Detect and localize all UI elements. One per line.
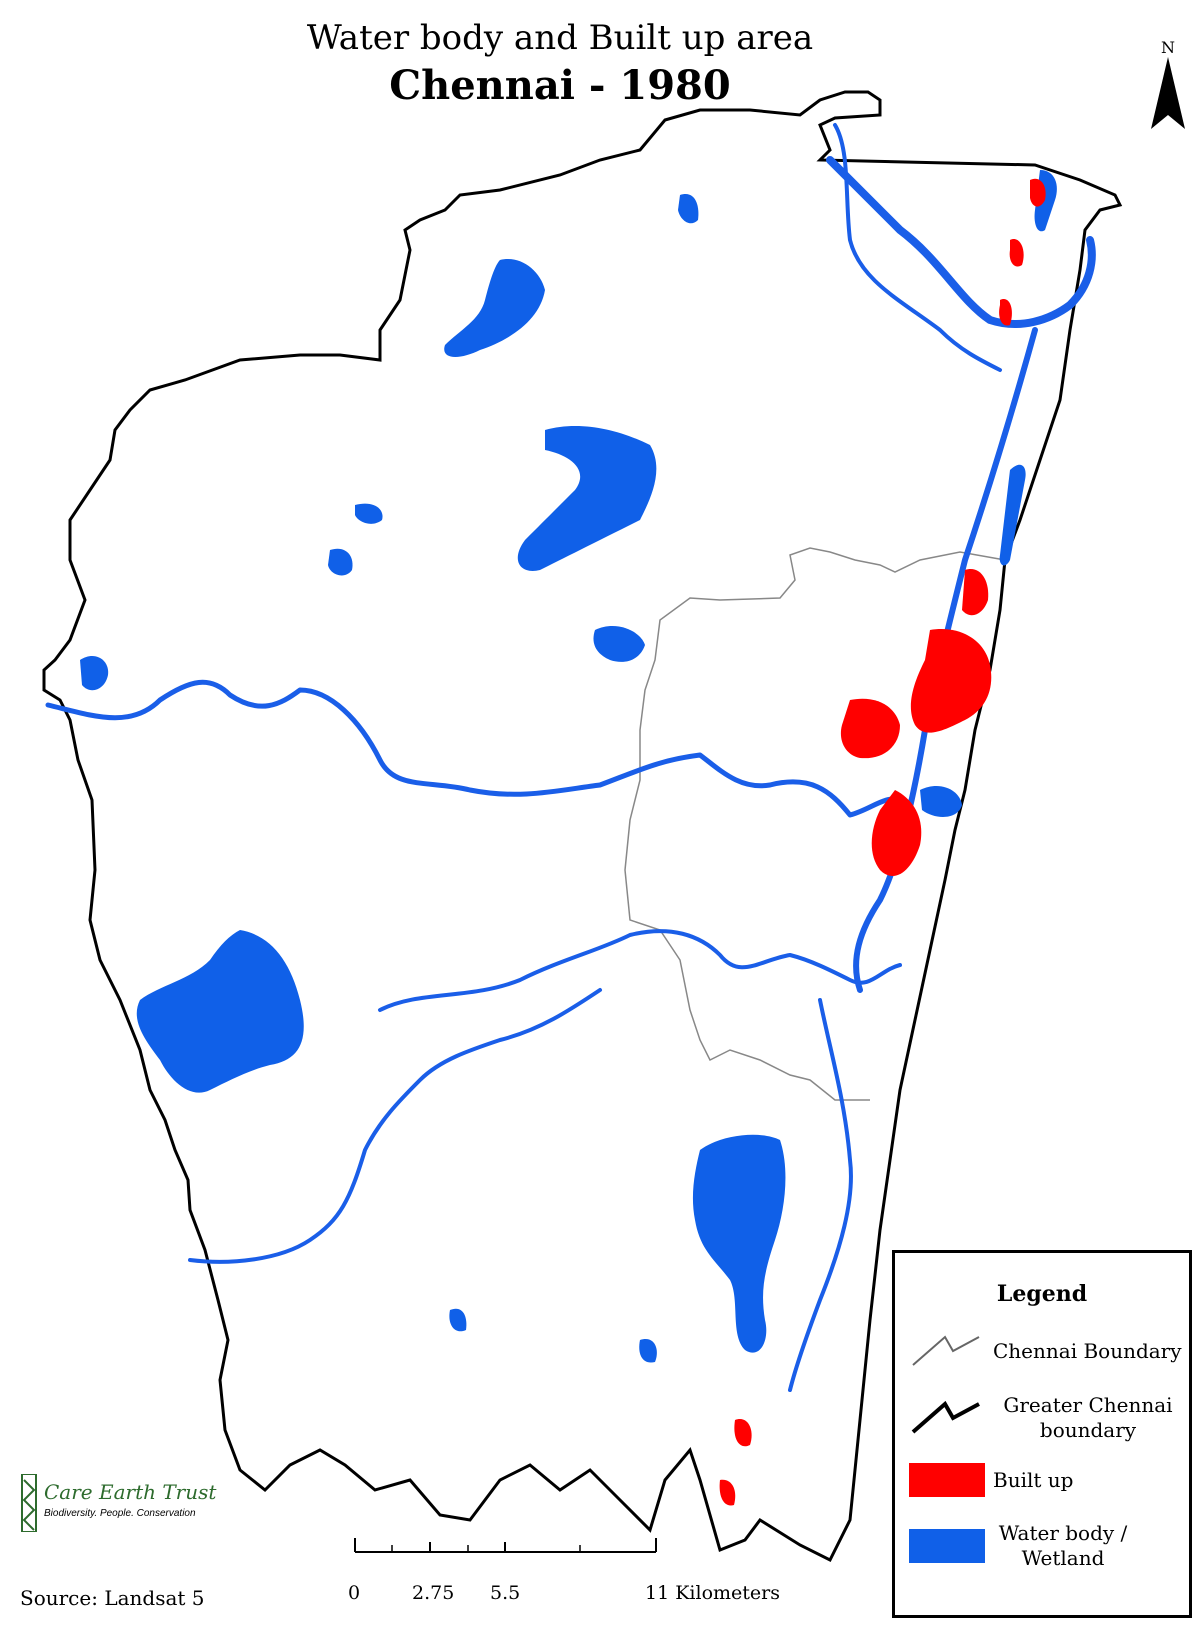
north-label: N bbox=[1161, 38, 1175, 57]
lake-small-1 bbox=[593, 625, 645, 662]
chennai-boundary bbox=[624, 547, 1006, 1101]
map-title: Water body and Built up area bbox=[306, 18, 814, 58]
built-up-swatch bbox=[909, 1463, 985, 1497]
lake-small-6 bbox=[678, 194, 699, 224]
lake-puzhal bbox=[517, 425, 657, 571]
legend-item-greater-chennai-boundary: Greater Chennai boundary bbox=[909, 1393, 1183, 1443]
legend-label: Greater Chennai boundary bbox=[1003, 1393, 1173, 1442]
logo-tagline: Biodiversity. People. Conservation bbox=[44, 1508, 196, 1519]
legend-box: Legend Chennai Boundary Greater Chennai … bbox=[892, 1250, 1192, 1618]
thin-line-icon bbox=[912, 1335, 980, 1366]
builtup-central bbox=[910, 629, 992, 733]
scale-bar-line bbox=[354, 1538, 657, 1553]
river-middle bbox=[378, 929, 902, 1012]
map-subtitle: Chennai - 1980 bbox=[389, 62, 731, 109]
scale-bar: 0 2.75 5.5 11 Kilometers bbox=[340, 1520, 840, 1604]
lake-chembarambakkam bbox=[136, 930, 304, 1093]
lake-small-4 bbox=[920, 785, 962, 817]
scale-tick-label: 11 Kilometers bbox=[645, 1582, 780, 1604]
logo-emblem-icon bbox=[21, 1474, 37, 1532]
lake-small-8 bbox=[639, 1339, 657, 1363]
lake-small-7 bbox=[449, 1308, 467, 1332]
logo-name: Care Earth Trust bbox=[44, 1480, 217, 1504]
lake-cholavaram bbox=[444, 259, 545, 357]
scale-tick-label: 5.5 bbox=[490, 1582, 521, 1604]
scale-tick-label: 0 bbox=[348, 1582, 361, 1604]
source-note: Source: Landsat 5 bbox=[20, 1586, 205, 1610]
lake-small-5 bbox=[355, 503, 383, 524]
river-north bbox=[45, 679, 903, 818]
canal-southeast bbox=[788, 998, 853, 1392]
river-kosasthalaiyar bbox=[826, 156, 1096, 329]
legend-label: Built up bbox=[993, 1467, 1074, 1492]
builtup-central-2 bbox=[840, 698, 900, 759]
lake-coastal-strip bbox=[999, 464, 1026, 566]
builtup-south-2 bbox=[719, 1479, 736, 1506]
builtup-south-central bbox=[871, 790, 922, 876]
legend-item-chennai-boundary: Chennai Boundary bbox=[909, 1331, 1182, 1371]
builtup-north-1 bbox=[1030, 178, 1046, 207]
thick-line-icon bbox=[911, 1400, 980, 1434]
lake-south-marsh bbox=[692, 1134, 786, 1353]
legend-label: Water body / Wetland bbox=[998, 1521, 1128, 1570]
legend-heading: Legend bbox=[996, 1281, 1088, 1307]
builtup-coast-1 bbox=[962, 569, 989, 616]
river-south bbox=[188, 988, 602, 1264]
legend-label: Chennai Boundary bbox=[993, 1338, 1182, 1363]
scale-tick-label: 2.75 bbox=[412, 1582, 455, 1604]
north-arrow-icon bbox=[1151, 57, 1185, 129]
water-body-swatch bbox=[909, 1529, 985, 1563]
legend-item-water-body: Water body / Wetland bbox=[909, 1521, 1133, 1571]
builtup-north-2 bbox=[1009, 239, 1024, 267]
builtup-south-1 bbox=[734, 1419, 752, 1447]
north-arrow: N bbox=[1148, 38, 1188, 133]
builtup-north-3 bbox=[999, 299, 1012, 326]
canal-east bbox=[833, 123, 1002, 372]
lake-small-2 bbox=[80, 655, 109, 691]
legend-item-built-up: Built up bbox=[909, 1463, 1073, 1497]
lake-small-3 bbox=[328, 548, 353, 576]
